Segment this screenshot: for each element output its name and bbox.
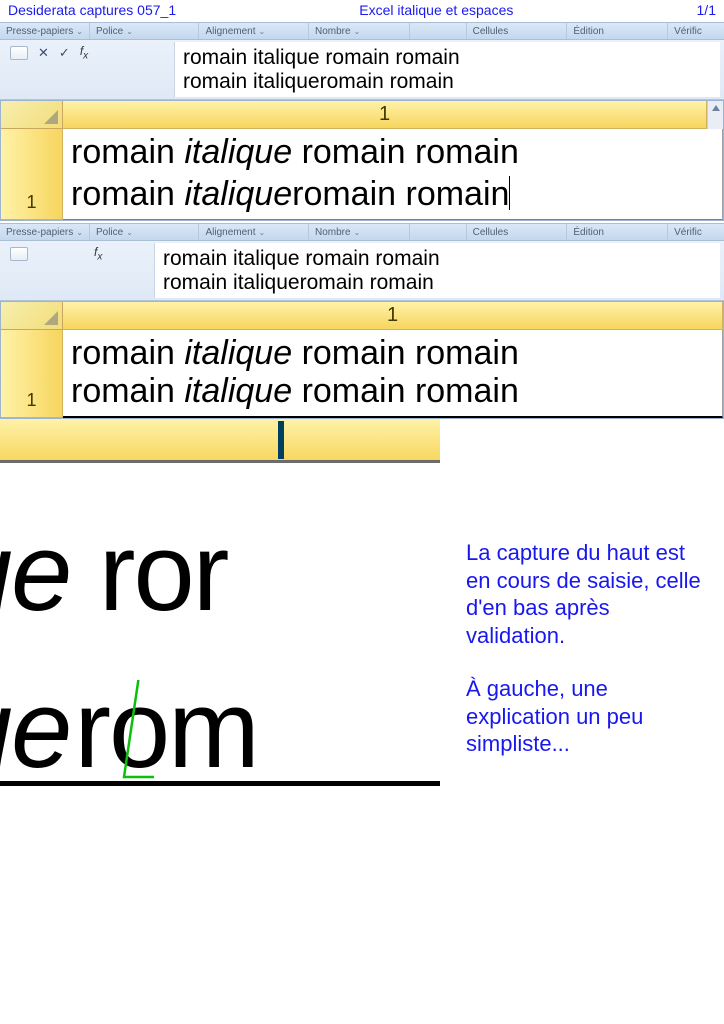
ribbon-tab-edition[interactable]: Édition bbox=[567, 23, 668, 39]
cell-a1[interactable]: romain italique romain romain romain ita… bbox=[63, 129, 723, 220]
excel-panel-validated: Presse-papiers⌄ Police⌄ Alignement⌄ Nomb… bbox=[0, 223, 724, 419]
formula-line1: romain italique romain romain bbox=[163, 247, 712, 271]
name-box[interactable] bbox=[10, 46, 28, 60]
ribbon-tab-cellules[interactable]: Cellules bbox=[467, 224, 568, 240]
ribbon-tab-verific[interactable]: Vérific bbox=[668, 23, 724, 39]
formula-line2: romain italiqueromain romain bbox=[163, 271, 712, 295]
header-left: Desiderata captures 057_1 bbox=[8, 2, 176, 18]
text-cursor bbox=[509, 176, 510, 210]
cell-a1[interactable]: romain italique romain romain romain ita… bbox=[63, 330, 723, 418]
column-header-1[interactable]: 1 bbox=[63, 302, 723, 330]
ribbon-tab-pressepapiers[interactable]: Presse-papiers⌄ bbox=[0, 224, 90, 240]
cell-line2: romain italiqueromain romain bbox=[71, 171, 714, 213]
excel-panel-editing: Presse-papiers⌄ Police⌄ Alignement⌄ Nomb… bbox=[0, 22, 724, 221]
ribbon-tab-nombre[interactable]: Nombre⌄ bbox=[309, 23, 410, 39]
formula-bar-controls: fx bbox=[4, 243, 154, 265]
page-header: Desiderata captures 057_1 Excel italique… bbox=[0, 0, 724, 22]
header-right: 1/1 bbox=[697, 2, 716, 18]
formula-line1: romain italique romain romain bbox=[183, 46, 712, 70]
zoom-column-header-fragment bbox=[0, 419, 440, 463]
formula-text[interactable]: romain italique romain romain romain ita… bbox=[154, 243, 720, 298]
fx-icon[interactable]: fx bbox=[80, 44, 88, 61]
ribbon-tab-alignement[interactable]: Alignement⌄ bbox=[199, 224, 309, 240]
annotation-p1: La capture du haut est en cours de saisi… bbox=[466, 539, 706, 649]
column-header-1[interactable]: 1 bbox=[63, 101, 707, 129]
ribbon-tab-pressepapiers[interactable]: Presse-papiers⌄ bbox=[0, 23, 90, 39]
ribbon-tab-police[interactable]: Police⌄ bbox=[90, 23, 200, 39]
cell-line1: romain italique romain romain bbox=[71, 133, 714, 171]
ribbon-tab-alignement[interactable]: Alignement⌄ bbox=[199, 23, 309, 39]
formula-bar-controls: ✕ ✓ fx bbox=[4, 42, 174, 64]
ribbon-tab-nombre[interactable]: Nombre⌄ bbox=[309, 224, 410, 240]
row-header-1[interactable]: 1 bbox=[1, 330, 63, 418]
ribbon-tab-edition[interactable]: Édition bbox=[567, 224, 668, 240]
select-all-corner[interactable] bbox=[1, 302, 63, 330]
formula-line2: romain italiqueromain romain bbox=[183, 70, 712, 94]
annotation-p2: À gauche, une explication un peu simplis… bbox=[466, 675, 706, 758]
fx-icon[interactable]: fx bbox=[94, 245, 102, 262]
zoom-line1: ue ror bbox=[0, 523, 440, 622]
ribbon-tab-police[interactable]: Police⌄ bbox=[90, 224, 200, 240]
italic-correction-triangle-icon bbox=[118, 680, 178, 781]
ribbon-tabs: Presse-papiers⌄ Police⌄ Alignement⌄ Nomb… bbox=[0, 22, 724, 40]
ribbon-tabs: Presse-papiers⌄ Police⌄ Alignement⌄ Nomb… bbox=[0, 223, 724, 241]
ribbon-tab-blank bbox=[410, 23, 467, 39]
formula-bar: fx romain italique romain romain romain … bbox=[0, 241, 724, 301]
ribbon-tab-blank bbox=[410, 224, 467, 240]
name-box[interactable] bbox=[10, 247, 28, 261]
worksheet: 1 1 romain italique romain romain romain… bbox=[0, 301, 724, 419]
cell-line1: romain italique romain romain bbox=[71, 334, 714, 372]
cancel-icon[interactable]: ✕ bbox=[38, 45, 49, 61]
row-header-1[interactable]: 1 bbox=[1, 129, 63, 220]
ribbon-tab-cellules[interactable]: Cellules bbox=[467, 23, 568, 39]
select-all-corner[interactable] bbox=[1, 101, 63, 129]
cell-line2: romain italique romain romain bbox=[71, 372, 714, 410]
annotation-text: La capture du haut est en cours de saisi… bbox=[440, 419, 724, 784]
vscroll-up-icon[interactable] bbox=[707, 101, 723, 129]
header-center: Excel italique et espaces bbox=[359, 2, 513, 18]
formula-text[interactable]: romain italique romain romain romain ita… bbox=[174, 42, 720, 97]
formula-bar: ✕ ✓ fx romain italique romain romain rom… bbox=[0, 40, 724, 100]
zoom-detail: ue ror uerom bbox=[0, 419, 440, 786]
zoom-line2: uerom bbox=[0, 680, 440, 786]
zoom-and-annotation: ue ror uerom La capture du haut est en c… bbox=[0, 419, 724, 786]
ribbon-tab-verific[interactable]: Vérific bbox=[668, 224, 724, 240]
confirm-icon[interactable]: ✓ bbox=[59, 45, 70, 61]
worksheet: 1 1 romain italique romain romain romain… bbox=[0, 100, 724, 221]
